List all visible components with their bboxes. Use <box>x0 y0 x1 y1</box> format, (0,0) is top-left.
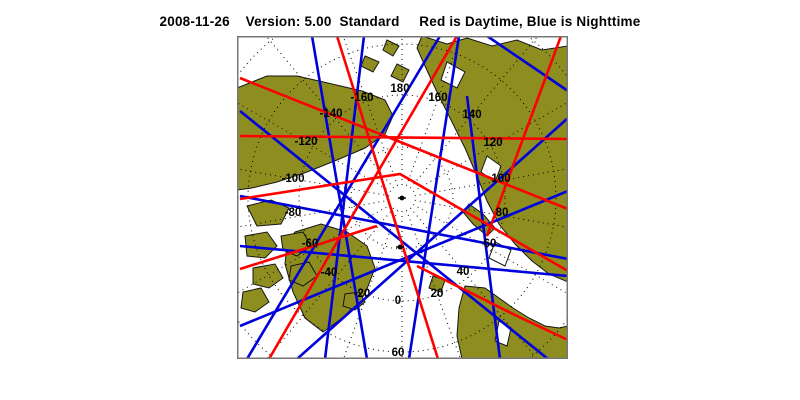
longitude-label: 100 <box>491 173 510 185</box>
landmass <box>252 263 284 289</box>
longitude-label: 160 <box>428 92 447 104</box>
landmass <box>456 285 568 359</box>
landmass <box>237 75 394 191</box>
daytime-track <box>239 224 378 271</box>
map-border <box>237 36 568 359</box>
longitude-label: 140 <box>462 109 481 121</box>
latitude-label: 60 <box>392 347 405 359</box>
longitude-label: -60 <box>302 238 319 250</box>
longitude-label: 0 <box>395 295 401 307</box>
longitude-label: 20 <box>431 288 444 300</box>
page-title: 2008-11-26 Version: 5.00 Standard Red is… <box>159 14 641 29</box>
longitude-label: 120 <box>483 137 502 149</box>
nighttime-track <box>296 117 568 359</box>
latitude-gridline <box>350 146 454 250</box>
longitude-label: -80 <box>285 207 302 219</box>
longitude-label: 180 <box>390 83 409 95</box>
nighttime-track <box>465 95 502 359</box>
latitude-gridline <box>247 43 557 353</box>
daytime-track <box>239 134 568 141</box>
longitude-label: 80 <box>496 207 509 219</box>
polar-map-panel: 0 20 40 60 80 100 120 140 160 180 -20 -40 -60 -80 -100… <box>237 36 568 359</box>
daytime-track <box>485 36 563 237</box>
longitude-label: -20 <box>354 288 371 300</box>
polar-map: 0 20 40 60 80 100 120 140 160 180 -20 -40 -60 -80 -100… <box>237 36 568 359</box>
longitude-label: -40 <box>321 267 338 279</box>
longitude-label: -140 <box>319 108 342 120</box>
nighttime-track <box>486 36 568 93</box>
daytime-track <box>267 36 459 359</box>
daytime-track <box>239 76 568 211</box>
nighttime-track <box>239 189 568 328</box>
latitude-gridline <box>298 94 506 302</box>
landmass <box>390 63 410 83</box>
landmass <box>416 36 568 283</box>
landmass <box>382 39 400 57</box>
longitude-label: 40 <box>457 266 470 278</box>
longitude-label: 60 <box>484 238 497 250</box>
nighttime-track <box>239 194 568 261</box>
longitude-label: -120 <box>294 136 317 148</box>
nighttime-track <box>245 36 442 359</box>
landmass <box>360 55 380 73</box>
longitude-label: -100 <box>281 173 304 185</box>
daytime-track <box>239 172 568 273</box>
nighttime-track <box>239 109 549 359</box>
nighttime-track <box>407 36 461 359</box>
landmass <box>244 231 278 259</box>
daytime-track <box>416 264 568 342</box>
landmass <box>240 287 270 313</box>
daytime-track <box>335 36 440 359</box>
longitude-label: -160 <box>350 92 373 104</box>
